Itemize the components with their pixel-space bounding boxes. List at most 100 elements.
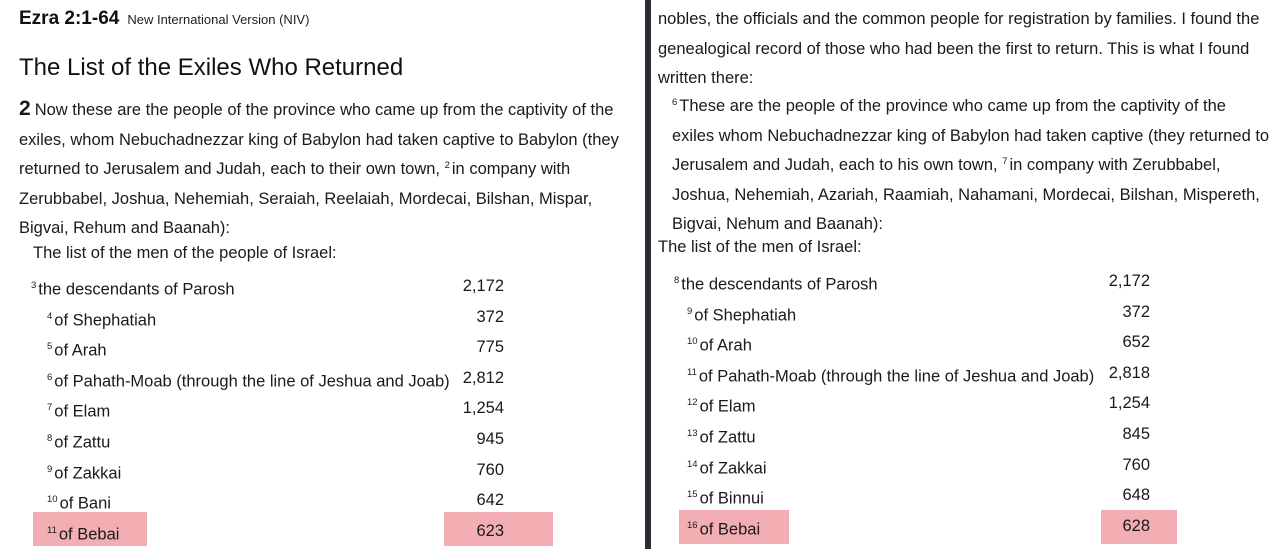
chapter-number: 2 <box>19 97 31 120</box>
row-count: 2,812 <box>462 368 504 387</box>
highlight-name <box>679 510 789 544</box>
row-label: of Bebai <box>699 520 761 539</box>
left-panel: Ezra 2:1-64 New International Version (NI… <box>19 8 637 546</box>
row-count: 2,172 <box>1108 272 1150 290</box>
row-count: 945 <box>476 430 504 448</box>
row-label: of Zattu <box>54 433 111 452</box>
verse-number: 9 <box>47 463 53 475</box>
list-row: 16 of Bebai 628 <box>687 513 1150 539</box>
list-row: 13 of Zattu 845 <box>687 421 1150 447</box>
row-name: 15 of Binnui <box>687 482 764 512</box>
verse-number: 10 <box>47 494 58 506</box>
row-count: 760 <box>476 460 504 479</box>
row-count: 652 <box>1122 333 1150 352</box>
highlight-number <box>444 512 553 546</box>
row-label: of Arah <box>699 336 752 355</box>
row-name: 12 of Elam <box>687 390 756 420</box>
list-row: 10 of Arah 652 <box>687 329 1150 355</box>
row-label: of Pahath-Moab (through the line of Jesh… <box>698 367 1095 386</box>
row-count: 775 <box>476 338 504 357</box>
intro-paragraph: 2 Now these are the people of the provinc… <box>19 94 637 244</box>
row-name: 10 of Bani <box>47 487 111 517</box>
verse-number: 2 <box>444 159 450 171</box>
list-row: 4 of Shephatiah 372 <box>47 304 504 330</box>
nehemiah-paragraph: 6 These are the people of the province wh… <box>672 92 1272 240</box>
row-name: 6 of Pahath-Moab (through the line of Jes… <box>47 365 450 395</box>
list-row: 7 of Elam 1,254 <box>47 395 504 421</box>
list-row: 3 the descendants of Parosh 2,172 <box>31 273 504 299</box>
list-row: 5 of Arah 775 <box>47 334 504 360</box>
row-count: 628 <box>1122 516 1150 535</box>
row-label: of Elam <box>54 402 111 421</box>
row-label: of Bebai <box>58 525 120 544</box>
para-text: These are the people of the province who… <box>672 97 1270 174</box>
row-label: the descendants of Parosh <box>38 280 235 299</box>
row-label: of Bani <box>59 494 111 513</box>
verse-number: 16 <box>687 519 698 531</box>
intro-text: Now these are the people of the province… <box>19 101 619 178</box>
verse-number: 11 <box>47 524 57 536</box>
row-name: 14 of Zakkai <box>687 452 767 482</box>
continued-paragraph: nobles, the officials and the common peo… <box>658 10 1260 87</box>
list-row: 12 of Elam 1,254 <box>687 390 1150 416</box>
verse-number: 7 <box>47 402 53 414</box>
row-count: 623 <box>476 521 504 540</box>
row-count: 760 <box>1122 455 1150 474</box>
row-name: 9 of Shephatiah <box>687 299 796 329</box>
row-name: 10 of Arah <box>687 329 752 359</box>
row-count: 1,254 <box>1108 394 1150 413</box>
highlight-name <box>33 512 147 546</box>
row-name: 4 of Shephatiah <box>47 304 156 334</box>
right-panel: nobles, the officials and the common peo… <box>651 0 1284 549</box>
row-label: of Zattu <box>699 428 756 447</box>
list-title: The list of the men of the people of Isr… <box>33 244 337 262</box>
row-label: of Shephatiah <box>694 306 797 325</box>
row-name: 16 of Bebai <box>687 513 760 543</box>
row-name: 8 the descendants of Parosh <box>674 268 878 298</box>
row-label: of Binnui <box>699 489 764 508</box>
verse-number: 8 <box>674 275 680 286</box>
row-label: of Zakkai <box>699 459 767 478</box>
verse-number: 8 <box>47 433 53 444</box>
row-name: 5 of Arah <box>47 334 107 364</box>
verse-number: 3 <box>31 280 37 291</box>
row-name: 8 of Zattu <box>47 426 110 456</box>
verse-number: 11 <box>687 366 697 378</box>
row-count: 372 <box>476 307 504 326</box>
verse-number: 5 <box>47 341 53 353</box>
row-name: 7 of Elam <box>47 395 110 425</box>
row-label: of Arah <box>54 341 107 360</box>
intro-text-2: in company with Zerubbabel, Joshua, Nehe… <box>19 160 593 237</box>
list-row: 11 of Bebai 623 <box>47 518 504 544</box>
row-label: of Elam <box>699 397 756 416</box>
panel-divider <box>645 0 651 549</box>
list-row: 6 of Pahath-Moab (through the line of Jes… <box>47 365 504 391</box>
list-row: 8 the descendants of Parosh 2,172 <box>674 268 1150 294</box>
verse-number: 4 <box>47 310 53 322</box>
verse-number: 6 <box>47 371 53 383</box>
list-row: 9 of Zakkai 760 <box>47 457 504 483</box>
row-label: the descendants of Parosh <box>681 275 878 294</box>
verse-number: 13 <box>687 428 698 439</box>
list-row: 10 of Bani 642 <box>47 487 504 513</box>
passage-reference: Ezra 2:1-64 <box>19 8 120 29</box>
row-name: 3 the descendants of Parosh <box>31 273 235 303</box>
list-row: 8 of Zattu 945 <box>47 426 504 452</box>
verse-number: 14 <box>687 458 698 470</box>
row-name: 13 of Zattu <box>687 421 756 451</box>
section-heading: The List of the Exiles Who Returned <box>19 54 404 81</box>
list-row: 15 of Binnui 648 <box>687 482 1150 508</box>
verse-number: 9 <box>687 305 693 317</box>
list-row: 11 of Pahath-Moab (through the line of Je… <box>687 360 1150 386</box>
para-text-2: in company with Zerubbabel, Joshua, Nehe… <box>672 156 1260 233</box>
verse-number: 10 <box>687 336 698 348</box>
row-label: of Zakkai <box>54 464 122 483</box>
list-title: The list of the men of Israel: <box>658 238 862 256</box>
row-label: of Pahath-Moab (through the line of Jesh… <box>54 372 450 391</box>
row-count: 845 <box>1122 425 1150 443</box>
row-count: 372 <box>1122 302 1150 321</box>
verse-number: 15 <box>687 489 698 501</box>
list-row: 9 of Shephatiah 372 <box>687 299 1150 325</box>
row-count: 1,254 <box>462 399 504 418</box>
highlight-number <box>1101 510 1177 544</box>
